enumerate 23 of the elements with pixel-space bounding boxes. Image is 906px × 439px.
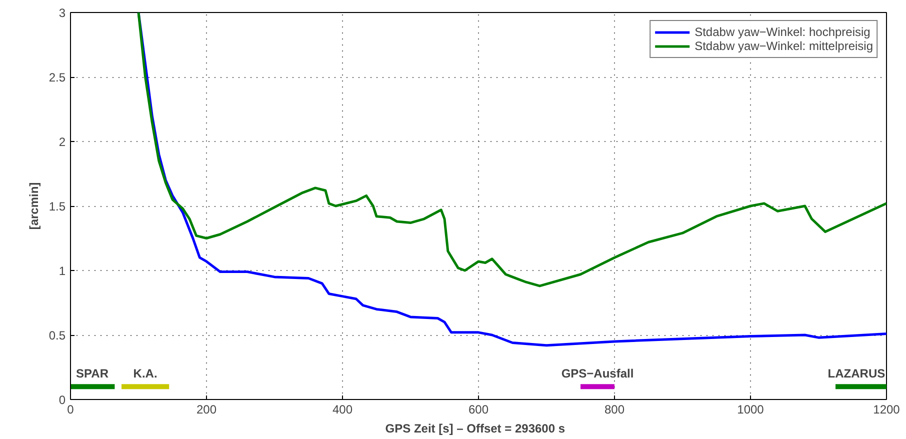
annotation: LAZARUS (828, 366, 886, 381)
y-tick-label: 2.5 (48, 70, 66, 84)
y-tick-label: 1.5 (48, 200, 66, 214)
x-tick-label: 1200 (873, 402, 900, 416)
x-tick-label: 200 (196, 402, 217, 416)
y-tick-label: 0.5 (48, 328, 66, 342)
y-tick-label: 1 (58, 264, 66, 278)
x-tick-label: 800 (604, 402, 625, 416)
x-tick-label: 1000 (737, 402, 764, 416)
y-tick-label: 0 (58, 393, 66, 407)
legend-label: Stdabw yaw−Winkel: hochpreisig (694, 25, 870, 39)
line-series (137, 12, 886, 288)
legend-label: Stdabw yaw−Winkel: mittelpreisig (694, 39, 873, 53)
x-tick-label: 0 (67, 402, 74, 416)
x-axis-title: GPS Zeit [s] – Offset = 293600 s (385, 422, 566, 436)
y-tick-label: 2 (58, 135, 66, 149)
x-tick-label: 400 (332, 402, 353, 416)
annotation: GPS−Ausfall (561, 366, 634, 381)
y-tick-label: 3 (58, 6, 66, 20)
y-axis-title: [arcmin] (26, 182, 41, 230)
annotation: SPAR (76, 366, 109, 381)
annotation: K.A. (133, 366, 158, 381)
x-tick-label: 600 (468, 402, 489, 416)
